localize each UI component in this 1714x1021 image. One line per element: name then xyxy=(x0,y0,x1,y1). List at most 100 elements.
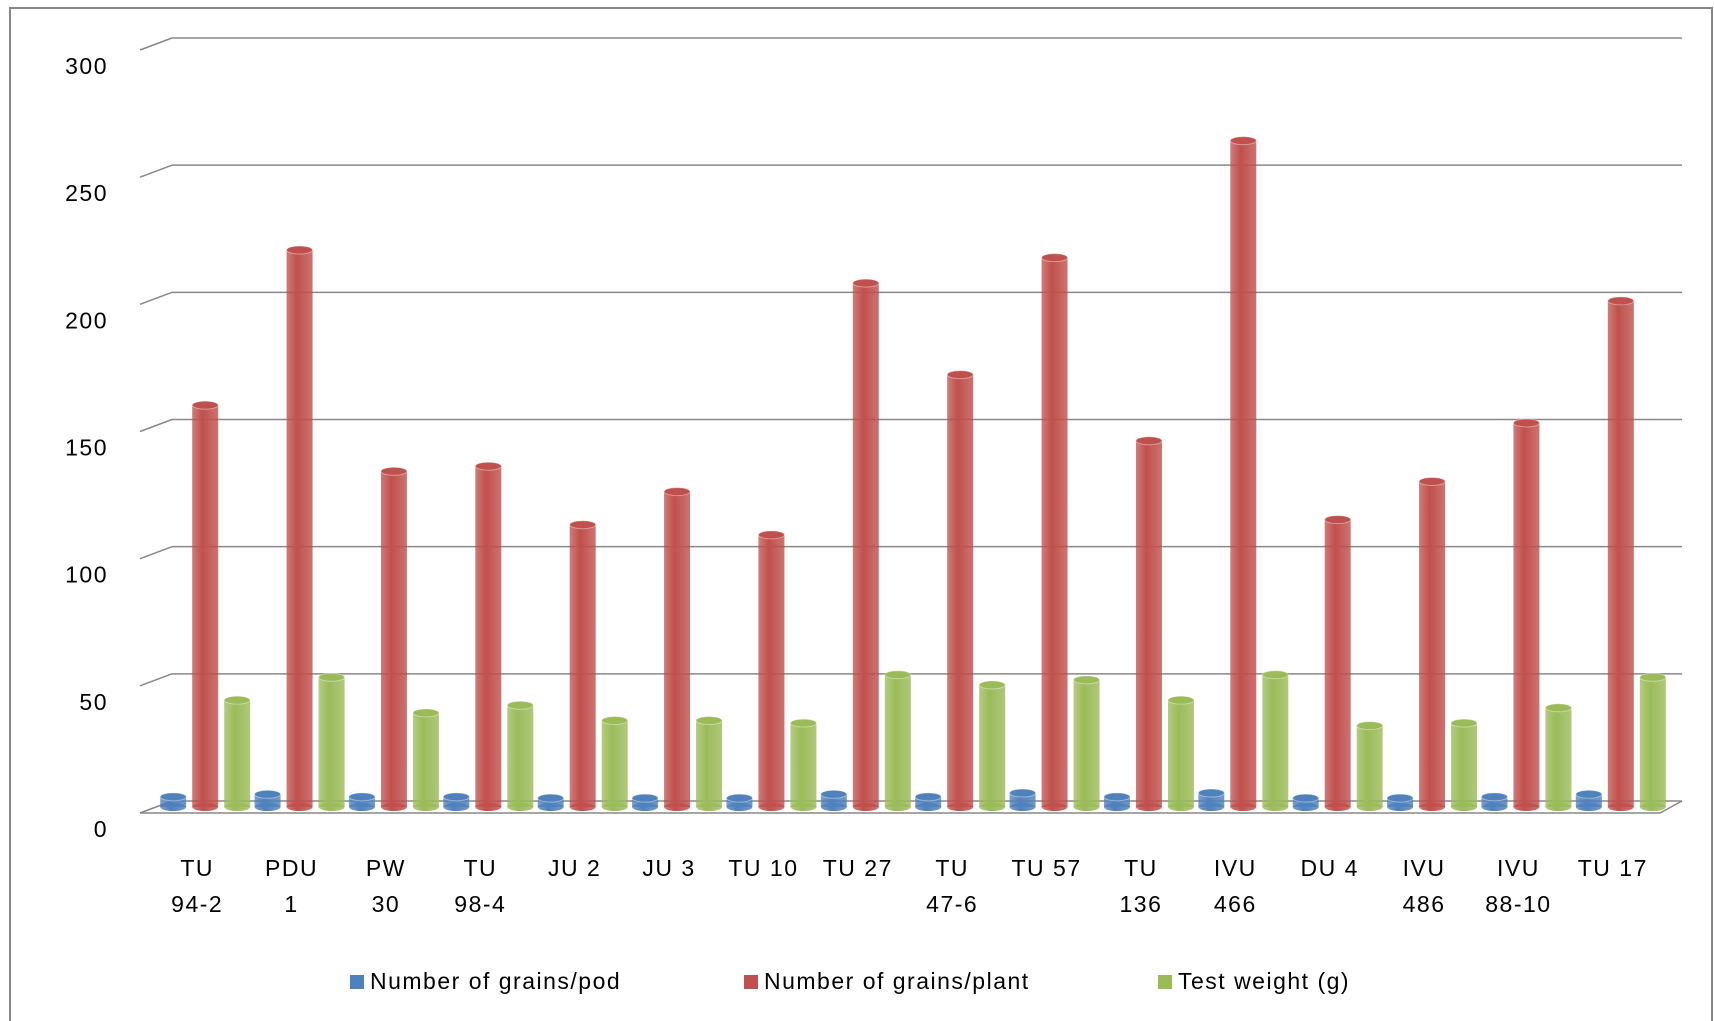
bar xyxy=(1292,798,1319,807)
bar-cap xyxy=(1261,670,1289,680)
bar-cap xyxy=(1607,296,1635,306)
bar-base xyxy=(1356,803,1383,811)
bar-cap xyxy=(631,793,659,803)
bar-base xyxy=(443,803,470,811)
bar-base xyxy=(1387,803,1414,811)
bar-cap xyxy=(318,672,346,682)
bar-cap xyxy=(1639,672,1667,682)
bar xyxy=(1324,519,1351,807)
bar-cap xyxy=(789,718,817,728)
bar-cap xyxy=(757,530,785,540)
legend-label: Number of grains/pod xyxy=(370,968,621,994)
bar-base xyxy=(286,803,313,811)
y-tick-label: 100 xyxy=(65,562,108,588)
bar xyxy=(286,250,313,807)
bar-base xyxy=(224,803,251,811)
bar-cap xyxy=(1009,788,1037,798)
x-tick-label: TU 17 xyxy=(1577,855,1648,881)
legend-label: Test weight (g) xyxy=(1178,968,1350,994)
bar xyxy=(507,705,534,807)
bar-base xyxy=(1513,803,1540,811)
bar-cap xyxy=(1356,721,1384,731)
bar-cap xyxy=(946,370,974,380)
floor-right xyxy=(1659,800,1683,814)
legend-label: Number of grains/plant xyxy=(764,968,1030,994)
x-tick-label: IVU 466 xyxy=(1213,855,1257,917)
bar-cap xyxy=(1544,703,1572,713)
bar-base xyxy=(758,803,785,811)
legend-swatch xyxy=(350,975,364,989)
bar-base xyxy=(1135,803,1162,811)
bar-cap xyxy=(1135,436,1163,446)
bar xyxy=(192,405,219,807)
y-tick-label: 300 xyxy=(65,53,108,79)
bar xyxy=(1262,674,1289,807)
bar xyxy=(348,796,375,807)
chart-border xyxy=(9,7,1713,1021)
bar-cap xyxy=(695,716,723,726)
bar xyxy=(1009,793,1036,807)
bar-cap xyxy=(380,466,408,476)
bar xyxy=(632,798,659,807)
bar xyxy=(1387,798,1414,807)
bar xyxy=(726,798,753,807)
bar-base xyxy=(1262,803,1289,811)
bar xyxy=(696,720,723,807)
bar xyxy=(1356,725,1383,807)
bar xyxy=(979,684,1006,807)
x-tick-label: PDU 1 xyxy=(265,855,319,917)
bar xyxy=(443,796,470,807)
bar-base xyxy=(348,803,375,811)
bar-base xyxy=(254,803,281,811)
bar-cap xyxy=(191,400,219,410)
bar-cap xyxy=(474,461,502,471)
bar-cap xyxy=(820,789,848,799)
grid-line-side xyxy=(139,673,173,687)
x-tick-label: TU 27 xyxy=(822,855,893,881)
x-tick-label: TU 47-6 xyxy=(926,855,979,917)
bar xyxy=(790,723,817,807)
y-tick-label: 0 xyxy=(94,816,108,842)
bar xyxy=(1167,700,1194,807)
bar xyxy=(380,471,407,807)
bar-base xyxy=(318,803,345,811)
bar-cap xyxy=(1041,253,1069,263)
legend-swatch xyxy=(744,975,758,989)
bar-cap xyxy=(537,793,565,803)
bar xyxy=(318,677,345,807)
bar xyxy=(1103,796,1130,807)
bar xyxy=(1230,140,1257,807)
bar-base xyxy=(726,803,753,811)
bar xyxy=(601,720,628,807)
x-tick-label: TU 94-2 xyxy=(171,855,224,917)
bar xyxy=(537,798,564,807)
bar xyxy=(160,796,187,807)
bar-cap xyxy=(1575,789,1603,799)
grid-line-side xyxy=(139,164,173,178)
bar-base xyxy=(1198,803,1225,811)
bar-cap xyxy=(1418,476,1446,486)
grid-line-side xyxy=(139,291,173,306)
bar-base xyxy=(1419,803,1446,811)
bar-cap xyxy=(884,670,912,680)
bar-cap xyxy=(1229,136,1257,146)
bar-cap xyxy=(1197,788,1225,798)
bar xyxy=(1513,422,1540,807)
bar-cap xyxy=(1103,792,1131,802)
bar xyxy=(852,283,879,807)
bar-cap xyxy=(442,792,470,802)
bar xyxy=(947,374,974,807)
bar-base xyxy=(979,803,1006,811)
y-tick-label: 50 xyxy=(79,689,108,715)
bar-cap xyxy=(412,708,440,718)
bar-cap xyxy=(852,278,880,288)
bar xyxy=(758,534,785,807)
bar xyxy=(1135,440,1162,807)
grid-line-side xyxy=(139,37,173,51)
bar-cap xyxy=(1073,675,1101,685)
bar-base xyxy=(507,803,534,811)
bar-base xyxy=(1167,803,1194,811)
bar-base xyxy=(475,803,502,811)
bar-base xyxy=(1639,803,1666,811)
